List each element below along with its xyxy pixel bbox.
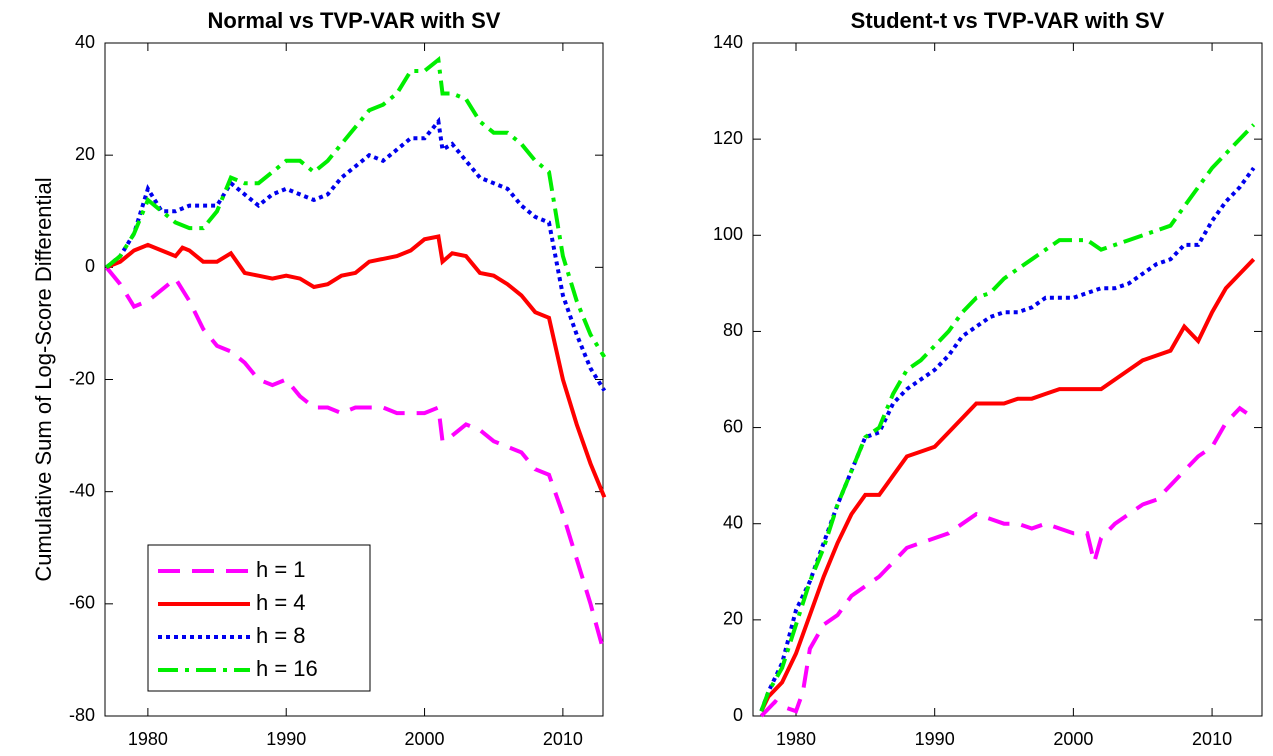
x-tick-label: 2000 [405, 729, 445, 749]
legend-label: h = 16 [256, 656, 318, 681]
legend-box [147, 544, 371, 692]
series-line [759, 123, 1256, 712]
legend-label: h = 1 [256, 557, 306, 582]
y-tick-label: 100 [713, 224, 743, 244]
series-line [104, 266, 607, 655]
chart-title: Student-t vs TVP-VAR with SV [851, 8, 1165, 33]
y-tick-label: 20 [75, 144, 95, 164]
x-tick-label: 1990 [266, 729, 306, 749]
legend-label: h = 8 [256, 623, 306, 648]
axes-box [104, 42, 604, 717]
x-tick-label: 2000 [1053, 729, 1093, 749]
y-tick-label: 0 [733, 705, 743, 725]
y-tick-label: -80 [69, 705, 95, 725]
y-tick-label: -20 [69, 368, 95, 388]
series-line [105, 116, 607, 392]
y-tick-label: 80 [723, 320, 743, 340]
series-line [105, 55, 607, 359]
y-tick-label: 120 [713, 128, 743, 148]
series-line [759, 405, 1248, 718]
y-tick-label: 60 [723, 416, 743, 436]
y-tick-label: 0 [85, 256, 95, 276]
y-tick-label: -40 [69, 480, 95, 500]
y-tick-label: 20 [723, 609, 743, 629]
y-tick-label: 40 [723, 512, 743, 532]
x-tick-label: 1980 [128, 729, 168, 749]
y-tick-label: 40 [75, 32, 95, 52]
series-line [759, 257, 1256, 713]
y-tick-label: 140 [713, 32, 743, 52]
legend-label: h = 4 [256, 590, 306, 615]
axes-box [752, 42, 1263, 717]
series-line [105, 234, 607, 499]
x-tick-label: 2010 [1192, 729, 1232, 749]
y-tick-label: -60 [69, 593, 95, 613]
x-tick-label: 1980 [776, 729, 816, 749]
series-line [759, 166, 1256, 712]
chart-title: Normal vs TVP-VAR with SV [208, 8, 501, 33]
x-tick-label: 1990 [915, 729, 955, 749]
x-tick-label: 2010 [543, 729, 583, 749]
y-axis-label: Cumulative Sum of Log-Score Differential [31, 177, 56, 581]
